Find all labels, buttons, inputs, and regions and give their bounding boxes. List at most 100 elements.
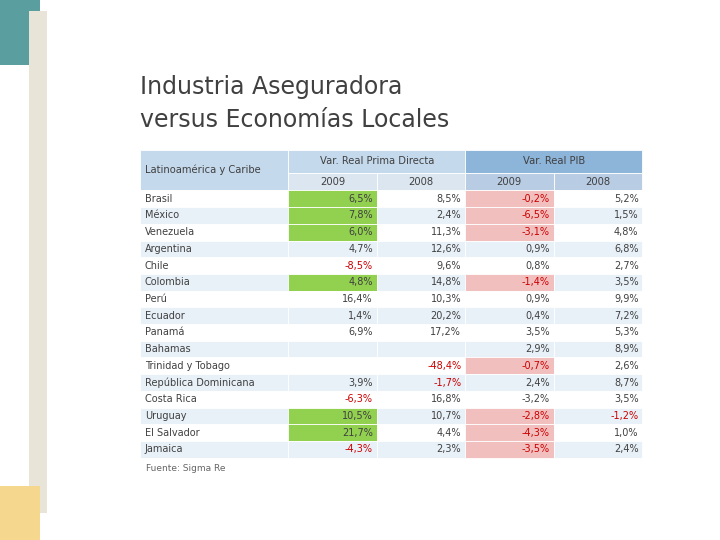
Bar xyxy=(377,173,465,191)
Bar xyxy=(377,224,465,240)
Bar xyxy=(465,424,554,441)
Bar xyxy=(465,357,554,374)
Bar xyxy=(377,391,465,408)
Bar xyxy=(554,307,642,324)
Bar xyxy=(377,191,465,207)
Bar xyxy=(140,357,289,374)
Text: 2,3%: 2,3% xyxy=(436,444,462,454)
Bar xyxy=(289,374,377,391)
Text: Chile: Chile xyxy=(145,261,169,271)
Text: 10,7%: 10,7% xyxy=(431,411,462,421)
Text: Trinidad y Tobago: Trinidad y Tobago xyxy=(145,361,230,371)
Bar xyxy=(465,240,554,257)
Text: Fuente: Sigma Re: Fuente: Sigma Re xyxy=(145,464,225,473)
Text: 11,3%: 11,3% xyxy=(431,227,462,237)
Bar xyxy=(465,173,554,191)
Text: 2008: 2008 xyxy=(408,177,433,187)
Bar xyxy=(289,224,377,240)
Text: 9,9%: 9,9% xyxy=(614,294,639,304)
Text: 6,0%: 6,0% xyxy=(348,227,373,237)
Bar xyxy=(377,240,465,257)
Bar xyxy=(465,391,554,408)
Text: -1,2%: -1,2% xyxy=(611,411,639,421)
Bar xyxy=(289,191,377,207)
Bar xyxy=(554,191,642,207)
Bar xyxy=(465,291,554,307)
Bar xyxy=(289,240,377,257)
Text: 2,4%: 2,4% xyxy=(614,444,639,454)
Text: Bahamas: Bahamas xyxy=(145,344,190,354)
Text: 10,5%: 10,5% xyxy=(342,411,373,421)
Text: -4,3%: -4,3% xyxy=(345,444,373,454)
Text: -6,5%: -6,5% xyxy=(521,211,549,220)
Bar xyxy=(465,257,554,274)
Bar xyxy=(289,207,377,224)
Text: 12,6%: 12,6% xyxy=(431,244,462,254)
Text: -1,7%: -1,7% xyxy=(433,377,462,388)
Bar xyxy=(140,391,289,408)
Bar xyxy=(140,341,289,357)
Bar xyxy=(289,441,377,458)
Bar xyxy=(289,391,377,408)
Bar xyxy=(140,324,289,341)
Bar xyxy=(377,207,465,224)
Text: 8,5%: 8,5% xyxy=(436,194,462,204)
Text: 17,2%: 17,2% xyxy=(431,327,462,338)
Text: 7,8%: 7,8% xyxy=(348,211,373,220)
Text: 2,4%: 2,4% xyxy=(525,377,549,388)
Bar xyxy=(465,191,554,207)
Text: 3,5%: 3,5% xyxy=(614,394,639,404)
Text: 4,7%: 4,7% xyxy=(348,244,373,254)
Bar xyxy=(554,324,642,341)
Bar xyxy=(377,374,465,391)
Bar xyxy=(140,374,289,391)
Bar xyxy=(377,274,465,291)
Bar xyxy=(140,424,289,441)
Text: 6,9%: 6,9% xyxy=(348,327,373,338)
Bar xyxy=(465,150,642,173)
Text: 20,2%: 20,2% xyxy=(431,310,462,321)
Bar xyxy=(377,324,465,341)
Bar xyxy=(465,274,554,291)
Bar xyxy=(289,150,465,173)
Text: 2009: 2009 xyxy=(320,177,345,187)
Bar xyxy=(554,441,642,458)
Bar xyxy=(554,391,642,408)
Bar xyxy=(289,424,377,441)
Bar xyxy=(554,207,642,224)
Text: Panamá: Panamá xyxy=(145,327,184,338)
Text: 5,3%: 5,3% xyxy=(614,327,639,338)
Bar xyxy=(554,224,642,240)
Text: -2,8%: -2,8% xyxy=(521,411,549,421)
Text: 2,6%: 2,6% xyxy=(614,361,639,371)
Text: -1,4%: -1,4% xyxy=(521,277,549,287)
Bar xyxy=(377,341,465,357)
Text: Venezuela: Venezuela xyxy=(145,227,195,237)
Bar xyxy=(554,424,642,441)
Bar xyxy=(140,150,289,191)
Bar xyxy=(289,257,377,274)
Text: -6,3%: -6,3% xyxy=(345,394,373,404)
Bar xyxy=(140,224,289,240)
Bar xyxy=(465,441,554,458)
Text: El Salvador: El Salvador xyxy=(145,428,199,437)
Bar xyxy=(377,424,465,441)
Text: 0,9%: 0,9% xyxy=(525,294,549,304)
Bar xyxy=(140,408,289,424)
Bar xyxy=(377,408,465,424)
Bar xyxy=(465,341,554,357)
Bar xyxy=(140,274,289,291)
Bar xyxy=(465,307,554,324)
Bar xyxy=(554,291,642,307)
Text: Argentina: Argentina xyxy=(145,244,192,254)
Text: Costa Rica: Costa Rica xyxy=(145,394,197,404)
Text: 0,8%: 0,8% xyxy=(525,261,549,271)
Bar xyxy=(554,408,642,424)
Bar xyxy=(465,324,554,341)
Bar xyxy=(554,173,642,191)
Text: 1,4%: 1,4% xyxy=(348,310,373,321)
Text: 4,8%: 4,8% xyxy=(614,227,639,237)
Text: 0,4%: 0,4% xyxy=(525,310,549,321)
Bar xyxy=(140,441,289,458)
Bar xyxy=(289,357,377,374)
